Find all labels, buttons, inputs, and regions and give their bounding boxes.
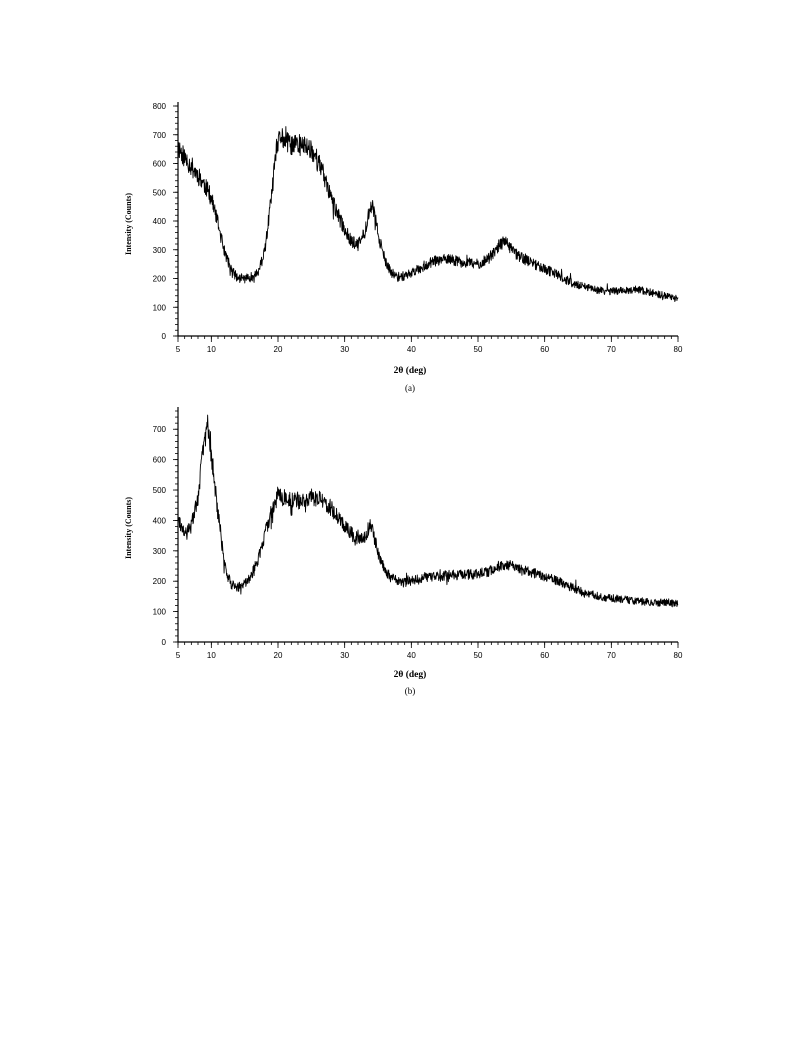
panel-label: (b) (405, 686, 416, 696)
x-tick-label: 10 (207, 651, 216, 660)
y-axis-title: Intensity (Counts) (124, 193, 133, 255)
xrd-series-line (177, 126, 679, 302)
x-tick-label: 30 (340, 345, 349, 354)
x-tick-label: 10 (207, 345, 216, 354)
y-tick-label: 300 (153, 246, 167, 255)
x-tick-label: 5 (176, 345, 181, 354)
y-tick-label: 500 (153, 188, 167, 197)
y-tick-label: 500 (153, 486, 167, 495)
x-tick-label: 60 (540, 651, 549, 660)
x-axis-title: 2θ (deg) (394, 669, 427, 680)
xrd-series-line (177, 414, 679, 608)
x-tick-label: 5 (176, 651, 181, 660)
x-tick-label: 50 (474, 651, 483, 660)
x-axis-title: 2θ (deg) (394, 365, 427, 376)
y-tick-label: 600 (153, 160, 167, 169)
x-tick-label: 20 (274, 345, 283, 354)
y-tick-label: 400 (153, 217, 167, 226)
y-tick-label: 100 (153, 608, 167, 617)
y-tick-label: 200 (153, 275, 167, 284)
x-tick-label: 70 (607, 651, 616, 660)
x-tick-label: 80 (674, 651, 683, 660)
x-tick-label: 40 (407, 651, 416, 660)
x-tick-label: 20 (274, 651, 283, 660)
y-tick-label: 400 (153, 516, 167, 525)
y-tick-label: 800 (153, 102, 167, 111)
panel-label: (a) (405, 383, 415, 393)
x-tick-label: 30 (340, 651, 349, 660)
xrd-chart-a: 0 100 200 300 400 500 600 700 800 5 10 20 30 40 50 60 70… (124, 102, 683, 393)
y-tick-label: 300 (153, 547, 167, 556)
y-tick-label: 700 (153, 425, 167, 434)
x-tick-label: 70 (607, 345, 616, 354)
y-axis-title: Intensity (Counts) (124, 497, 133, 559)
y-tick-label: 200 (153, 577, 167, 586)
x-tick-label: 60 (540, 345, 549, 354)
x-tick-label: 80 (674, 345, 683, 354)
y-tick-label: 700 (153, 131, 167, 140)
x-tick-label: 40 (407, 345, 416, 354)
y-tick-label: 600 (153, 456, 167, 465)
x-tick-label: 50 (474, 345, 483, 354)
y-tick-label: 0 (162, 332, 167, 341)
y-tick-label: 0 (162, 638, 167, 647)
y-tick-label: 100 (153, 303, 167, 312)
